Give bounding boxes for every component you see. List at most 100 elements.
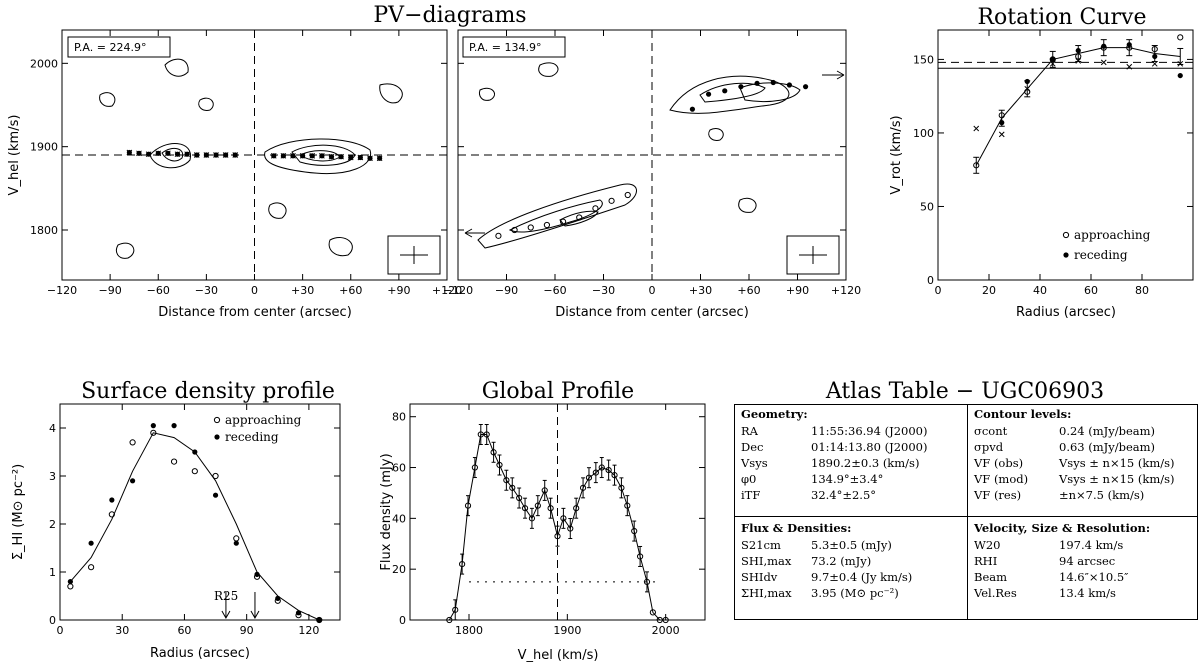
- pv-panel-1: P.A. = 224.9° −120 −90 −60 −30 0 +30 +60 +90 +12…: [30, 29, 462, 297]
- pv2-contour-c: [559, 210, 599, 227]
- rc-ylabel: V_rot (km/s): [889, 115, 904, 194]
- rc-point-receding: [1024, 78, 1030, 85]
- pv1-contour-h: [99, 92, 116, 107]
- sd-legend-receding: receding: [225, 430, 279, 444]
- atlas-key: W20: [974, 538, 1001, 552]
- gp-xlabel: V_hel (km/s): [518, 648, 599, 663]
- rc-legend-receding-marker: [1063, 252, 1069, 258]
- gp-point: [459, 560, 466, 568]
- pv2-contour-e: [699, 82, 766, 103]
- rc-model-line: [975, 47, 1181, 166]
- pv1-point-cross: [155, 150, 162, 157]
- gp-title: Global Profile: [482, 379, 634, 404]
- rc-point-cross: [1100, 59, 1107, 66]
- sd-r25-label: R25: [214, 589, 238, 603]
- rc-point-cross: [998, 131, 1005, 138]
- rc-frame: [937, 29, 1194, 281]
- pv2-xtick-label: +60: [737, 284, 760, 297]
- pv1-point-cross: [184, 151, 190, 158]
- sd-point-approaching: [170, 458, 178, 465]
- gp-point: [643, 578, 651, 585]
- pv1-point-cross: [290, 152, 296, 159]
- pv1-point-cross: [357, 154, 364, 161]
- atlas-value: Vsys ± n×15 (km/s): [1059, 472, 1175, 486]
- sd-xtick-label: 120: [298, 624, 319, 637]
- pv1-point-cross: [376, 155, 383, 162]
- rc-point-cross: [1126, 63, 1133, 70]
- gp-point: [605, 466, 612, 474]
- pv1-contour-f: [164, 58, 189, 77]
- gp-point: [598, 464, 605, 471]
- pv2-point-approaching: [543, 221, 551, 229]
- gp-point: [547, 505, 554, 512]
- pv1-contour-k: [328, 237, 353, 257]
- atlas-contours: Contour levels: σcont 0.24 (mJy/beam) σpv…: [968, 405, 1198, 505]
- gp-xtick-label: 1900: [553, 624, 581, 637]
- atlas-key: VF (res): [974, 488, 1022, 502]
- pv1-point-cross: [203, 152, 210, 158]
- atlas-key: RA: [741, 424, 758, 438]
- pv2-point-receding: [722, 88, 728, 94]
- sd-point-receding: [67, 579, 73, 585]
- sd-xtick-label: 30: [115, 624, 129, 637]
- atlas-velocity: Velocity, Size & Resolution: W20 197.4 km…: [968, 519, 1198, 603]
- gp-point: [631, 527, 638, 535]
- pv1-pa-box: [67, 36, 171, 58]
- pv2-point-receding: [802, 84, 809, 90]
- rc-legend-receding: receding: [1074, 248, 1128, 262]
- pv2-contour-j: [708, 128, 724, 141]
- atlas-value: ±n×7.5 (km/s): [1059, 488, 1145, 502]
- sd-point-receding: [275, 595, 281, 602]
- pv1-xlabel: Distance from center (arcsec): [158, 305, 352, 320]
- rc-legend-approaching: approaching: [1074, 228, 1151, 242]
- sd-point-receding: [171, 423, 177, 429]
- rotation-curve-panel: 0 20 40 60 80 0 50 100 150 approaching receding: [913, 29, 1194, 297]
- pv1-pa-label: P.A. = 224.9°: [74, 41, 146, 54]
- gp-point: [585, 474, 593, 481]
- atlas-row: σcont 0.24 (mJy/beam): [974, 423, 1192, 439]
- rc-point-cross: [1075, 58, 1082, 64]
- atlas-value: 11:55:36.94 (J2000): [811, 424, 928, 438]
- atlas-velocity-title: Velocity, Size & Resolution:: [974, 521, 1151, 535]
- pv2-pa-box: [462, 36, 566, 58]
- gp-xtick-label: 1800: [455, 624, 483, 637]
- atlas-row: S21cm 5.3±0.5 (mJy): [741, 537, 961, 553]
- atlas-key: Dec: [741, 440, 764, 454]
- pv1-xtick-label: −60: [147, 284, 170, 297]
- pv2-point-approaching: [592, 205, 599, 212]
- pv2-xtick-label: −120: [443, 284, 473, 297]
- atlas-value: 14.6″×10.5″: [1059, 570, 1129, 584]
- atlas-value: 73.2 (mJy): [811, 554, 872, 568]
- pv2-pa-label: P.A. = 134.9°: [469, 41, 541, 54]
- pv2-point-receding: [770, 79, 776, 86]
- atlas-value: 01:14:13.80 (J2000): [811, 440, 928, 454]
- pv1-point-cross: [328, 153, 335, 160]
- sd-ytick-label: 0: [49, 614, 56, 627]
- gp-ytick-label: 0: [399, 614, 406, 627]
- gp-point: [554, 533, 561, 540]
- rc-xtick-label: 60: [1084, 284, 1098, 297]
- atlas-key: σcont: [974, 424, 1008, 438]
- rc-point-approaching: [1177, 34, 1184, 41]
- atlas-vdivider: [967, 405, 968, 619]
- rc-point-cross: [1049, 60, 1056, 67]
- pv1-contour-i: [268, 202, 287, 219]
- pv2-xtick-label: +30: [689, 284, 712, 297]
- gp-point: [516, 494, 523, 502]
- gp-point: [560, 515, 567, 522]
- pv1-point-cross: [338, 153, 344, 160]
- gp-point: [483, 431, 490, 438]
- atlas-key: S21cm: [741, 538, 781, 552]
- atlas-value: 5.3±0.5 (mJy): [811, 538, 892, 552]
- rc-xlabel: Radius (arcsec): [1016, 305, 1116, 320]
- rc-point-cross: [973, 125, 980, 132]
- pv1-point-cross: [193, 152, 200, 158]
- pv1-xtick-label: −30: [195, 284, 218, 297]
- pv2-contour-g: [538, 62, 559, 77]
- pv2-point-approaching: [527, 224, 534, 231]
- sd-legend-receding-marker: [214, 434, 220, 440]
- sd-ytick-label: 3: [49, 470, 56, 483]
- atlas-value: 13.4 km/s: [1059, 586, 1116, 600]
- pv-ylabel: V_hel (km/s): [7, 115, 22, 196]
- atlas-value: 0.63 (mJy/beam): [1059, 440, 1156, 454]
